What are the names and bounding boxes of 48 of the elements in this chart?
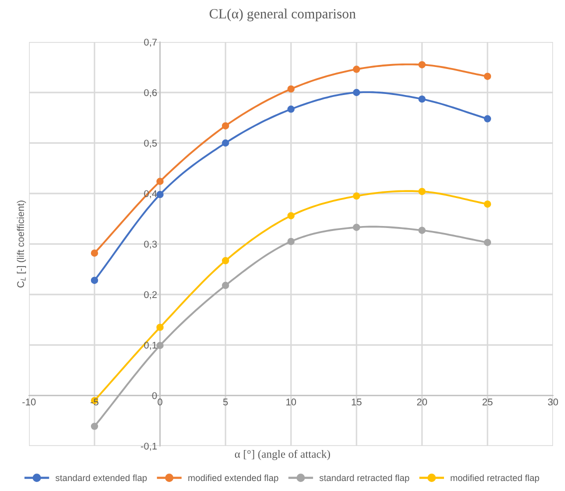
point — [352, 66, 360, 73]
point — [484, 115, 492, 122]
x-tick-label: 0 — [158, 398, 162, 406]
y-axis-title: C$_{L}$ [-] (lift coefficient) — [16, 200, 26, 288]
x-tick-label: 15 — [352, 398, 362, 406]
x-tick-label: 20 — [417, 398, 428, 406]
x-tick-label: 10 — [286, 398, 296, 406]
y-tick-label: 0,7 — [144, 38, 157, 47]
point — [352, 192, 360, 200]
point — [287, 238, 295, 246]
point — [287, 85, 295, 93]
y-tick-label: 0,1 — [144, 342, 157, 350]
legend-label: standard retracted flap — [319, 474, 410, 483]
x-tick-label: 30 — [548, 398, 558, 406]
point — [484, 72, 492, 80]
point — [418, 61, 426, 68]
point — [222, 139, 230, 147]
point — [418, 95, 426, 103]
y-tick-label: 0,6 — [144, 89, 157, 98]
point — [418, 226, 426, 234]
point — [352, 224, 360, 231]
legend-label: modified extended flap — [188, 474, 278, 483]
point — [352, 88, 360, 96]
legend-label: modified retracted flap — [450, 474, 540, 483]
point — [418, 188, 426, 196]
point — [484, 238, 492, 246]
x-axis-title: α [°] (angle of attack) — [234, 450, 330, 460]
point — [222, 282, 230, 290]
point — [287, 106, 295, 113]
y-tick-label: 0,2 — [144, 291, 157, 300]
y-tick-label: 0,3 — [144, 240, 157, 249]
point — [90, 422, 98, 430]
y-tick-label: 0,5 — [144, 140, 157, 148]
legend-label: standard extended flap — [56, 474, 147, 483]
point — [287, 212, 295, 220]
x-tick-label: 5 — [223, 398, 228, 406]
x-tick-label: 25 — [482, 398, 492, 406]
chart-title: CL(α) general comparison — [210, 8, 356, 22]
point — [156, 324, 164, 331]
point — [222, 257, 230, 264]
point — [484, 200, 492, 208]
y-tick-label: 0 — [152, 392, 157, 400]
y-tick-label: -0,1 — [140, 442, 157, 451]
x-tick-label: -10 — [22, 398, 36, 406]
point — [90, 249, 98, 257]
point — [222, 122, 230, 130]
point — [90, 276, 98, 284]
point — [156, 178, 164, 185]
